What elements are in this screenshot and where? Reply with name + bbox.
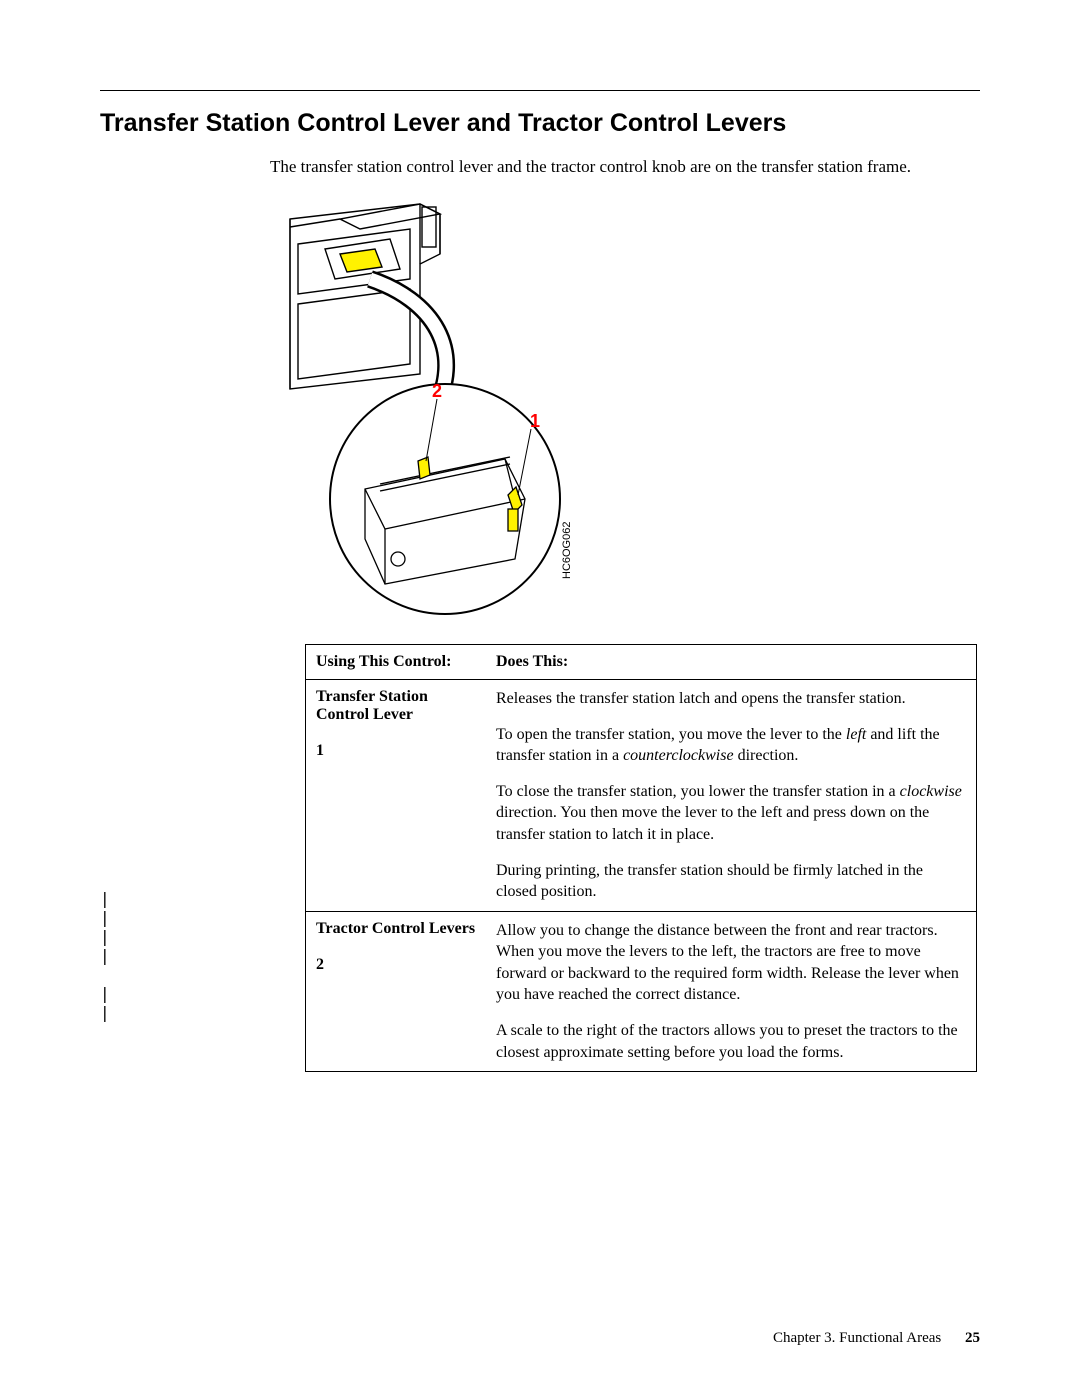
control-desc: Releases the transfer station latch and … — [496, 688, 966, 710]
figure: 1 2 HC6OG062 — [270, 199, 980, 624]
page: Transfer Station Control Lever and Tract… — [0, 0, 1080, 1397]
control-number: 2 — [316, 956, 476, 974]
table-row: Transfer Station Control Lever 1 Release… — [306, 679, 976, 911]
diagram-svg: 1 2 HC6OG062 — [270, 199, 610, 619]
control-desc: During printing, the transfer station sh… — [496, 860, 966, 903]
change-bar: |||||| — [100, 889, 106, 1022]
page-title: Transfer Station Control Lever and Tract… — [100, 109, 980, 138]
control-name: Transfer Station Control Lever — [316, 688, 476, 724]
control-desc: To open the transfer station, you move t… — [496, 724, 966, 767]
image-code: HC6OG062 — [561, 521, 573, 578]
callout-2: 2 — [432, 381, 442, 401]
controls-table: Using This Control: Does This: Transfer … — [305, 644, 977, 1072]
footer-chapter: Chapter 3. Functional Areas — [773, 1330, 941, 1346]
table-row: Tractor Control Levers 2 Allow you to ch… — [306, 911, 976, 1071]
control-desc: To close the transfer station, you lower… — [496, 781, 966, 846]
footer-page-number: 25 — [965, 1330, 980, 1346]
intro-text: The transfer station control lever and t… — [270, 156, 980, 179]
callout-1: 1 — [530, 411, 540, 431]
page-footer: Chapter 3. Functional Areas 25 — [773, 1330, 980, 1347]
control-number: 1 — [316, 742, 476, 760]
table-header-does: Does This: — [486, 645, 976, 680]
table-header-control: Using This Control: — [306, 645, 486, 680]
control-name: Tractor Control Levers — [316, 920, 476, 938]
control-desc: A scale to the right of the tractors all… — [496, 1020, 966, 1063]
top-rule — [100, 90, 980, 91]
control-desc: Allow you to change the distance between… — [496, 920, 966, 1006]
